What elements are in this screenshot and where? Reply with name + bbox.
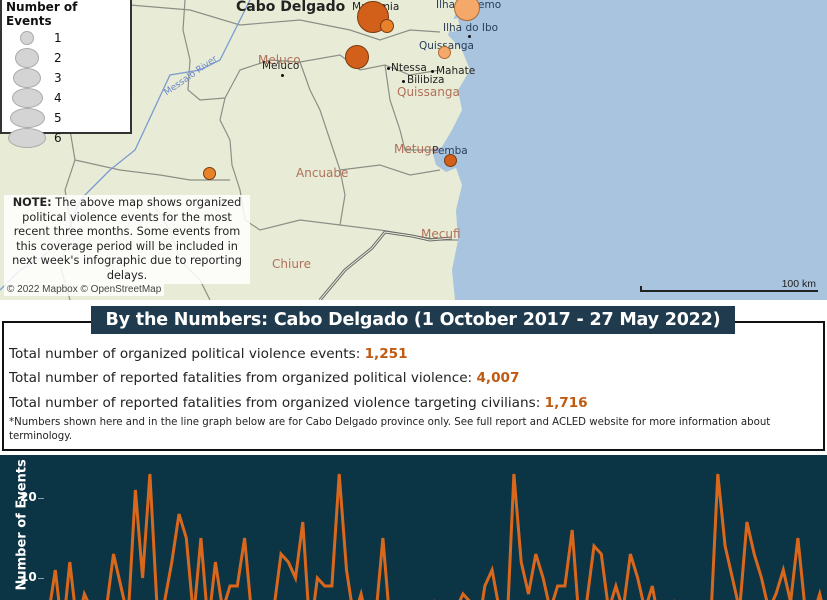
scale-label: 100 km <box>781 278 816 290</box>
place-mahate: Mahate <box>436 65 476 77</box>
town-dot <box>431 70 434 73</box>
legend-circle-icon <box>15 48 39 68</box>
event-map[interactable]: Cabo Delgado Macomia Ilha Matemo Ilha do… <box>0 0 827 300</box>
stat-value: 4,007 <box>476 370 520 386</box>
legend-row: 6 <box>6 128 126 148</box>
town-dot <box>387 67 390 70</box>
place-ntessa: Ntessa <box>391 62 427 74</box>
district-chiure: Chiure <box>272 257 311 271</box>
events-series-line <box>49 473 823 600</box>
event-marker[interactable] <box>380 19 394 33</box>
place-ilha-do-ibo: Ilha do Ibo <box>443 22 499 34</box>
place-pemba: Pemba <box>432 145 468 157</box>
y-tick-10: 10 <box>20 570 37 584</box>
legend-row: 2 <box>6 48 126 68</box>
legend-row: 4 <box>6 88 126 108</box>
place-bilibiza: Bilibiza <box>407 74 445 86</box>
map-legend: Number of Events 1 2 3 4 5 <box>0 0 132 148</box>
legend-row: 5 <box>6 108 126 128</box>
y-tick-mark <box>38 578 44 579</box>
region-label: Cabo Delgado <box>236 0 346 15</box>
y-tick-20: 20 <box>20 490 37 504</box>
stat-total-fatalities: Total number of reported fatalities from… <box>9 370 520 386</box>
event-marker[interactable] <box>444 154 457 167</box>
legend-row: 1 <box>6 28 126 48</box>
district-meluco: Meluco <box>258 53 301 67</box>
stat-total-events: Total number of organized political viol… <box>9 346 408 362</box>
legend-row: 3 <box>6 68 126 88</box>
town-dot <box>402 80 405 83</box>
event-marker[interactable] <box>454 0 480 21</box>
legend-circle-icon <box>20 31 34 45</box>
stat-value: 1,251 <box>364 346 408 362</box>
district-ancuabe: Ancuabe <box>296 166 349 180</box>
numbers-panel <box>2 321 825 451</box>
legend-circle-icon <box>8 128 46 148</box>
district-quissanga: Quissanga <box>397 85 460 99</box>
map-attribution[interactable]: © 2022 Mapbox © OpenStreetMap <box>4 283 165 296</box>
numbers-title: By the Numbers: Cabo Delgado (1 October … <box>91 306 735 334</box>
legend-circle-icon <box>11 88 43 108</box>
place-meluco: Meluco <box>262 60 300 72</box>
chart-plot <box>49 473 823 600</box>
scale-bar: 100 km <box>640 278 820 292</box>
stat-civilian-fatalities: Total number of reported fatalities from… <box>9 395 588 411</box>
town-dot <box>281 74 284 77</box>
stat-value: 1,716 <box>544 395 588 411</box>
y-tick-mark <box>38 498 44 499</box>
legend-title: Number of Events <box>6 0 78 28</box>
events-line-chart[interactable]: Number of Events 20 10 <box>0 455 827 600</box>
event-marker[interactable] <box>438 46 451 59</box>
town-dot <box>468 35 471 38</box>
event-marker[interactable] <box>203 167 216 180</box>
district-metuge: Metuge <box>394 142 440 156</box>
event-marker[interactable] <box>345 45 369 69</box>
map-basemap <box>0 0 827 300</box>
district-mecufi: Mecufi <box>421 227 461 241</box>
scale-line <box>640 286 818 292</box>
legend-circle-icon <box>13 68 41 88</box>
numbers-footnote: *Numbers shown here and in the line grap… <box>9 417 771 442</box>
map-note: NOTE: The above map shows organized poli… <box>4 195 250 284</box>
legend-circle-icon <box>9 108 45 128</box>
